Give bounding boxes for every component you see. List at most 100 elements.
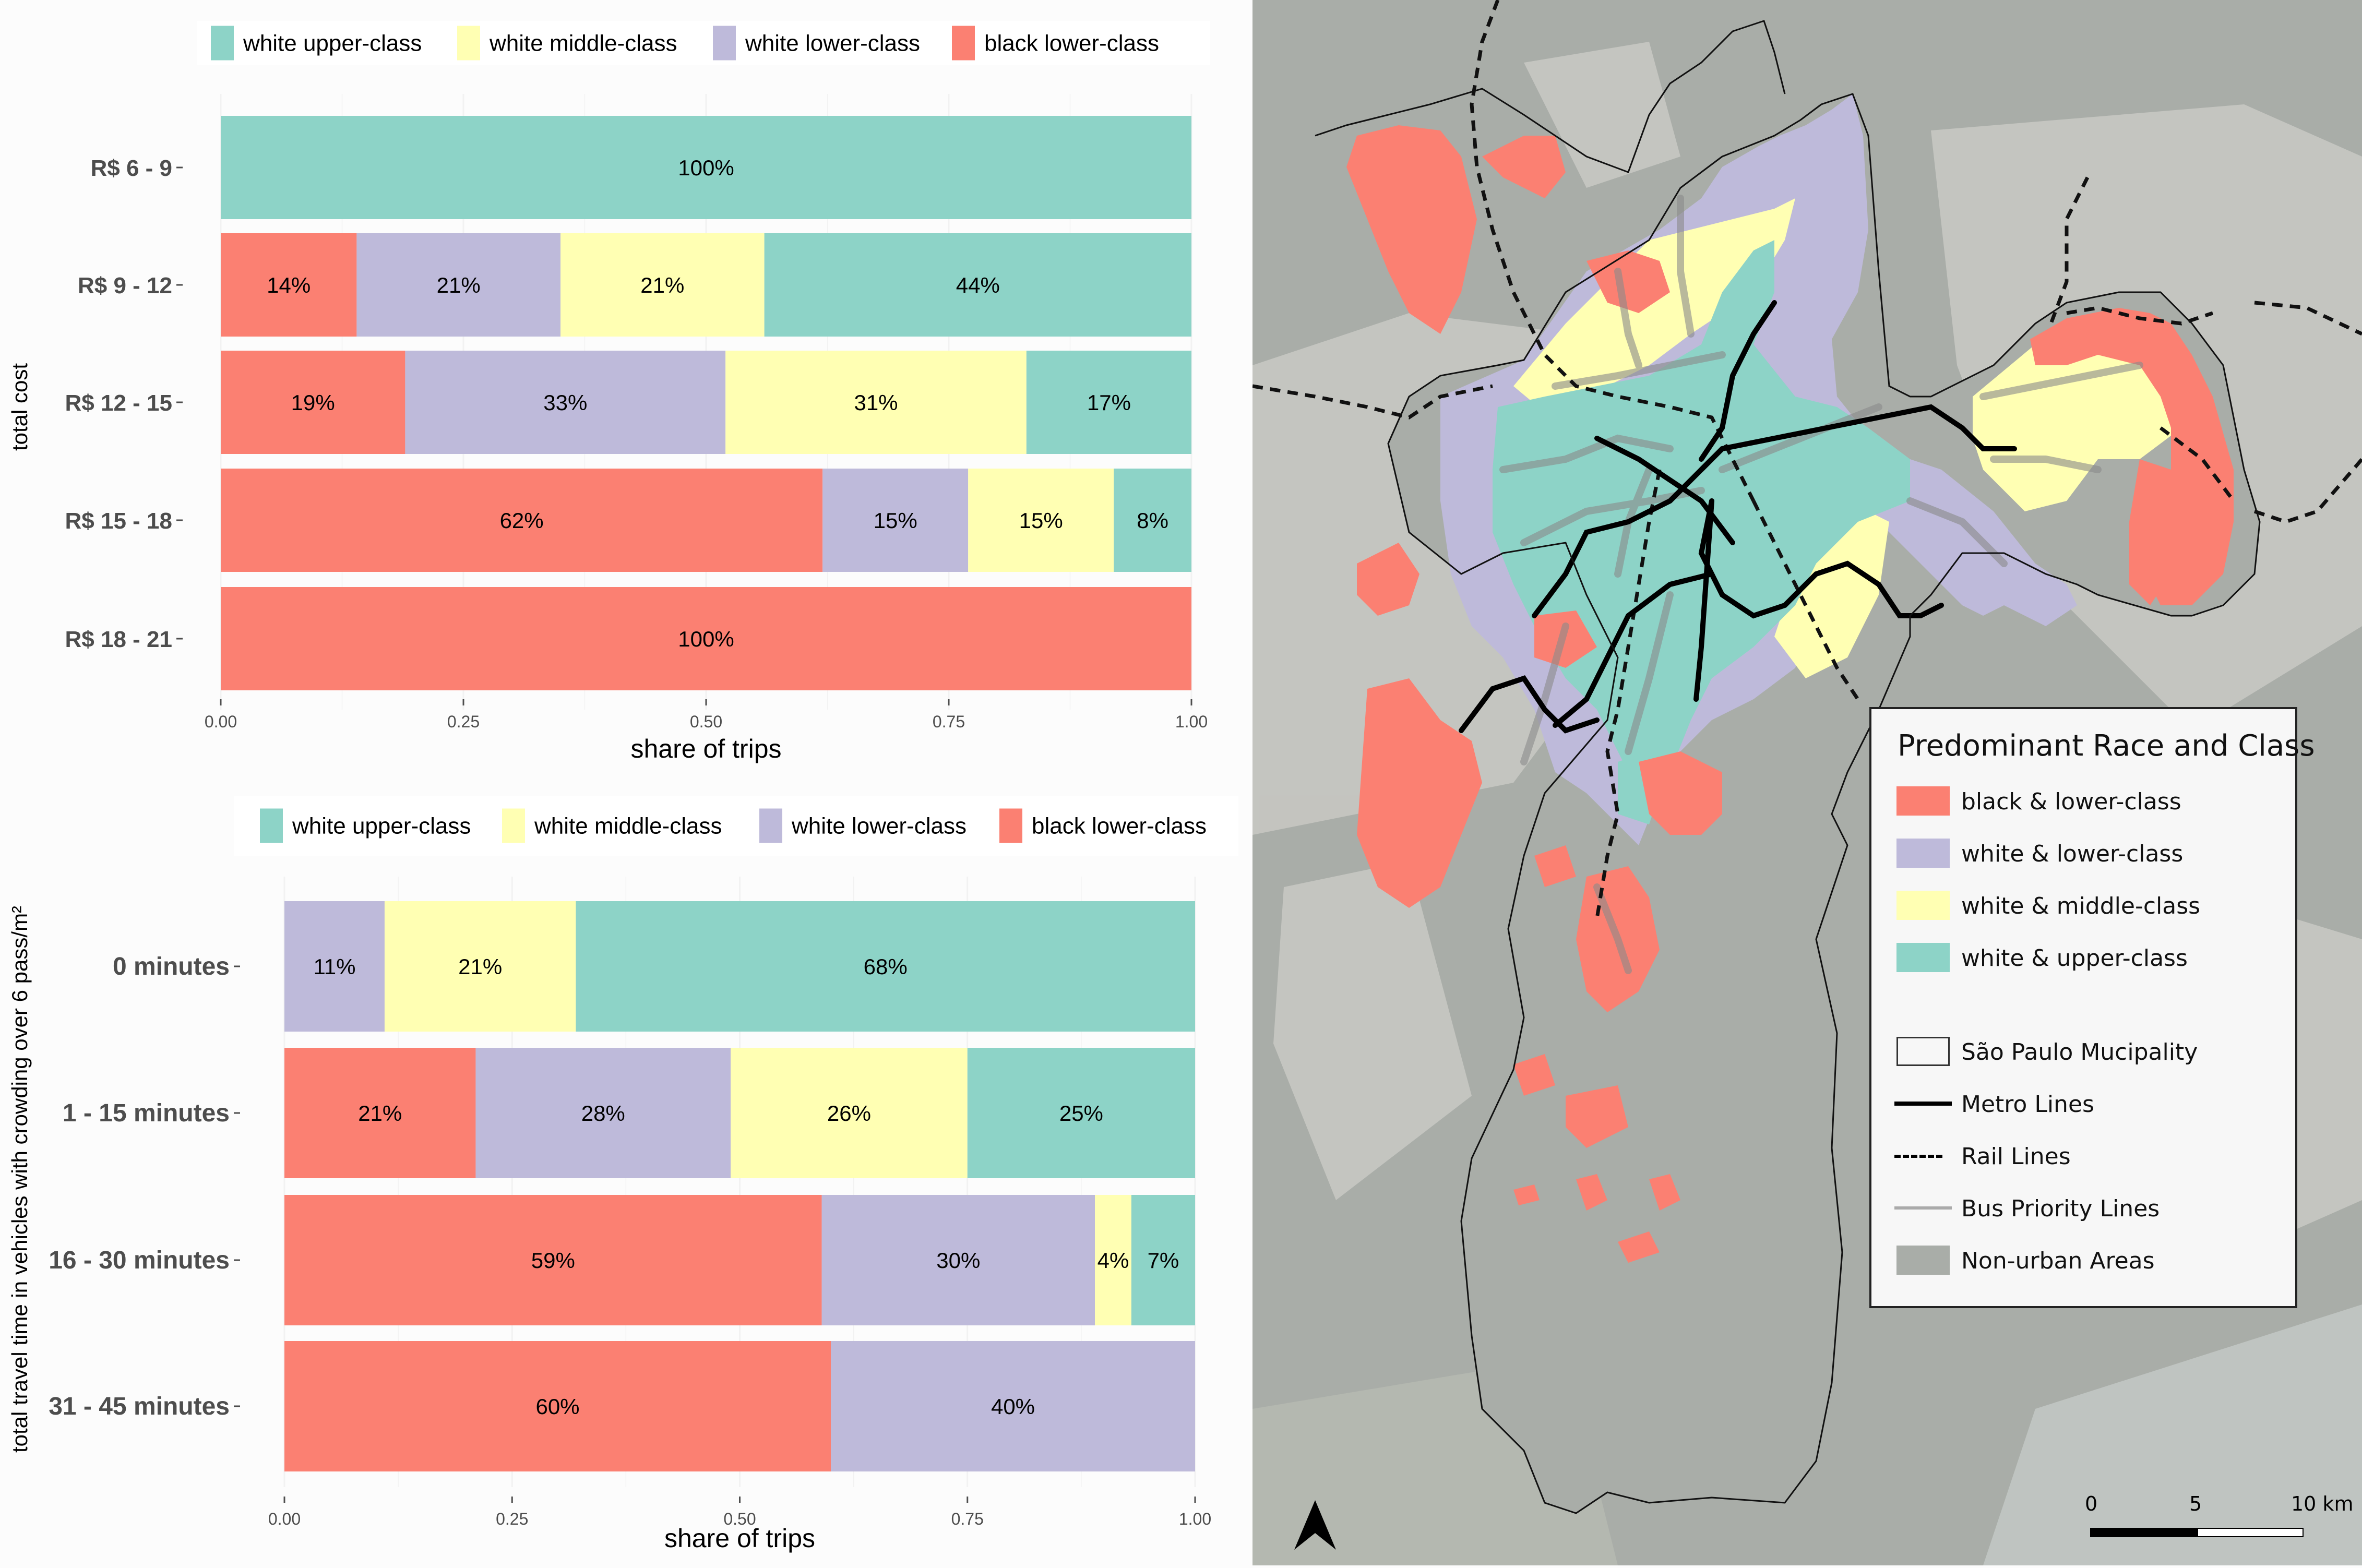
- bar-data-label: 21%: [640, 273, 684, 297]
- legend-label: white middle-class: [534, 813, 722, 839]
- x-tick-label: 0.75: [951, 1510, 984, 1528]
- bar-data-label: 17%: [1087, 390, 1131, 415]
- scale-bar-white: [2197, 1528, 2304, 1537]
- legend-swatch-white-middle: [502, 808, 525, 843]
- chart-legend: white upper-class white middle-class white…: [234, 796, 1238, 856]
- legend-label: white lower-class: [791, 813, 967, 839]
- x-tick-label: 0.00: [205, 712, 237, 731]
- bar-data-label: 11%: [313, 954, 355, 979]
- chart-1: white upper-class white middle-class white…: [7, 21, 1210, 763]
- bar-segment-white-lower: [284, 901, 385, 1032]
- bar-segment-white-middle: [725, 351, 1027, 454]
- bar-segment-black-lower: [284, 1341, 831, 1471]
- bar-segment-white-upper: [576, 901, 1195, 1032]
- rail-lines: [1252, 0, 2362, 919]
- legend-item-label: white & middle-class: [1961, 893, 2201, 919]
- legend-background: [197, 21, 1210, 65]
- bus-line-icon: [1894, 1206, 1952, 1210]
- bar-segment-white-upper: [221, 116, 1191, 219]
- bar-segment-black-lower: [284, 1048, 476, 1178]
- map-legend-item: São Paulo Mucipality: [1896, 1037, 2283, 1066]
- legend-label: white lower-class: [745, 31, 920, 56]
- category-label: R$ 18 - 21: [65, 627, 172, 652]
- bar-segment-white-lower: [822, 469, 969, 572]
- chart-legend: white upper-class white middle-class white…: [197, 21, 1210, 65]
- bar-segment-white-middle: [968, 469, 1114, 572]
- scale-label-10: 10 km: [2291, 1492, 2354, 1515]
- map-panel: Predominant Race and Class black & lower…: [1252, 0, 2362, 1565]
- municipality-outline-north: [1315, 20, 1786, 173]
- bar-segment-white-upper: [967, 1048, 1195, 1178]
- legend-label: white upper-class: [292, 813, 471, 839]
- legend-label: black lower-class: [1032, 813, 1207, 839]
- bar-data-label: 28%: [581, 1101, 625, 1126]
- scale-label-5: 5: [2189, 1492, 2202, 1515]
- non-urban-swatch: [1896, 1246, 1950, 1275]
- legend-background: [234, 796, 1238, 856]
- scale-bar: 0 5 10 km: [2085, 1492, 2353, 1550]
- category-label: 16 - 30 minutes: [49, 1247, 230, 1274]
- bar-data-label: 15%: [1019, 508, 1063, 533]
- legend-item-label: white & lower-class: [1961, 841, 2184, 867]
- legend-swatch: [1896, 839, 1950, 868]
- bar-data-label: 8%: [1137, 508, 1168, 533]
- bar-data-label: 7%: [1148, 1248, 1179, 1273]
- map-legend-item: white & middle-class: [1896, 891, 2283, 920]
- map-legend-item: black & lower-class: [1896, 786, 2283, 816]
- category-label: 0 minutes: [113, 953, 230, 980]
- map-legend: Predominant Race and Class black & lower…: [1869, 707, 2315, 1308]
- category-label: R$ 12 - 15: [65, 390, 172, 416]
- legend-item-label: white & upper-class: [1961, 945, 2188, 972]
- category-label: R$ 6 - 9: [90, 155, 172, 181]
- bar-segment-white-middle: [384, 901, 576, 1032]
- legend-item-label: Metro Lines: [1961, 1091, 2094, 1118]
- bar-data-label: 100%: [678, 155, 734, 180]
- choropleth-regions: [1346, 94, 2234, 1263]
- scale-bar-black: [2090, 1528, 2199, 1537]
- legend-item-label: Non-urban Areas: [1961, 1248, 2155, 1274]
- bar-segment-white-upper: [1026, 351, 1191, 454]
- bar-data-label: 40%: [991, 1394, 1035, 1419]
- bar-segment-black-lower: [221, 587, 1191, 690]
- bar-segment-black-lower: [221, 351, 405, 454]
- x-tick-label: 1.00: [1175, 712, 1208, 731]
- map-legend-item: Bus Priority Lines: [1894, 1193, 2283, 1223]
- legend-swatch-white-middle: [457, 26, 480, 61]
- legend-swatch-black-lower: [952, 26, 975, 61]
- y-axis-title: total cost: [7, 363, 32, 451]
- bar-data-label: 59%: [531, 1248, 575, 1273]
- bar-segment-white-middle: [1095, 1195, 1131, 1325]
- bar-segment-white-upper: [764, 233, 1191, 337]
- bar-segment-white-middle: [560, 233, 765, 337]
- map-legend-title: Predominant Race and Class: [1898, 729, 2315, 763]
- legend-item-label: São Paulo Mucipality: [1961, 1039, 2198, 1066]
- x-tick-label: 1.00: [1179, 1510, 1211, 1528]
- bar-segment-white-upper: [1131, 1195, 1195, 1325]
- bar-segment-black-lower: [221, 233, 357, 337]
- north-arrow-icon: [1294, 1500, 1336, 1550]
- bar-data-label: 26%: [827, 1101, 871, 1126]
- bar-segment-white-lower: [475, 1048, 731, 1178]
- bar-data-label: 19%: [291, 390, 335, 415]
- legend-swatch-white-lower: [759, 808, 782, 843]
- bar-data-label: 100%: [678, 627, 734, 651]
- bar-segment-white-lower: [821, 1195, 1095, 1325]
- municipality-outline-icon: [1896, 1037, 1950, 1066]
- bar-data-label: 21%: [458, 954, 502, 979]
- bar-data-label: 68%: [864, 954, 908, 979]
- bar-data-label: 21%: [437, 273, 481, 297]
- bar-data-label: 31%: [854, 390, 898, 415]
- municipality-outline: [1387, 93, 2261, 1514]
- bar-data-label: 44%: [956, 273, 1000, 297]
- legend-swatch: [1896, 943, 1950, 972]
- metro-lines: [1459, 300, 2017, 734]
- legend-label: white middle-class: [489, 31, 677, 56]
- bar-segment-white-lower: [405, 351, 726, 454]
- metro-line-icon: [1894, 1102, 1952, 1106]
- bar-segment-black-lower: [221, 469, 823, 572]
- legend-label: white upper-class: [243, 31, 422, 56]
- map-legend-item: white & lower-class: [1896, 839, 2283, 868]
- x-tick-label: 0.50: [723, 1510, 756, 1528]
- x-tick-label: 0.50: [690, 712, 722, 731]
- bar-data-label: 60%: [535, 1394, 579, 1419]
